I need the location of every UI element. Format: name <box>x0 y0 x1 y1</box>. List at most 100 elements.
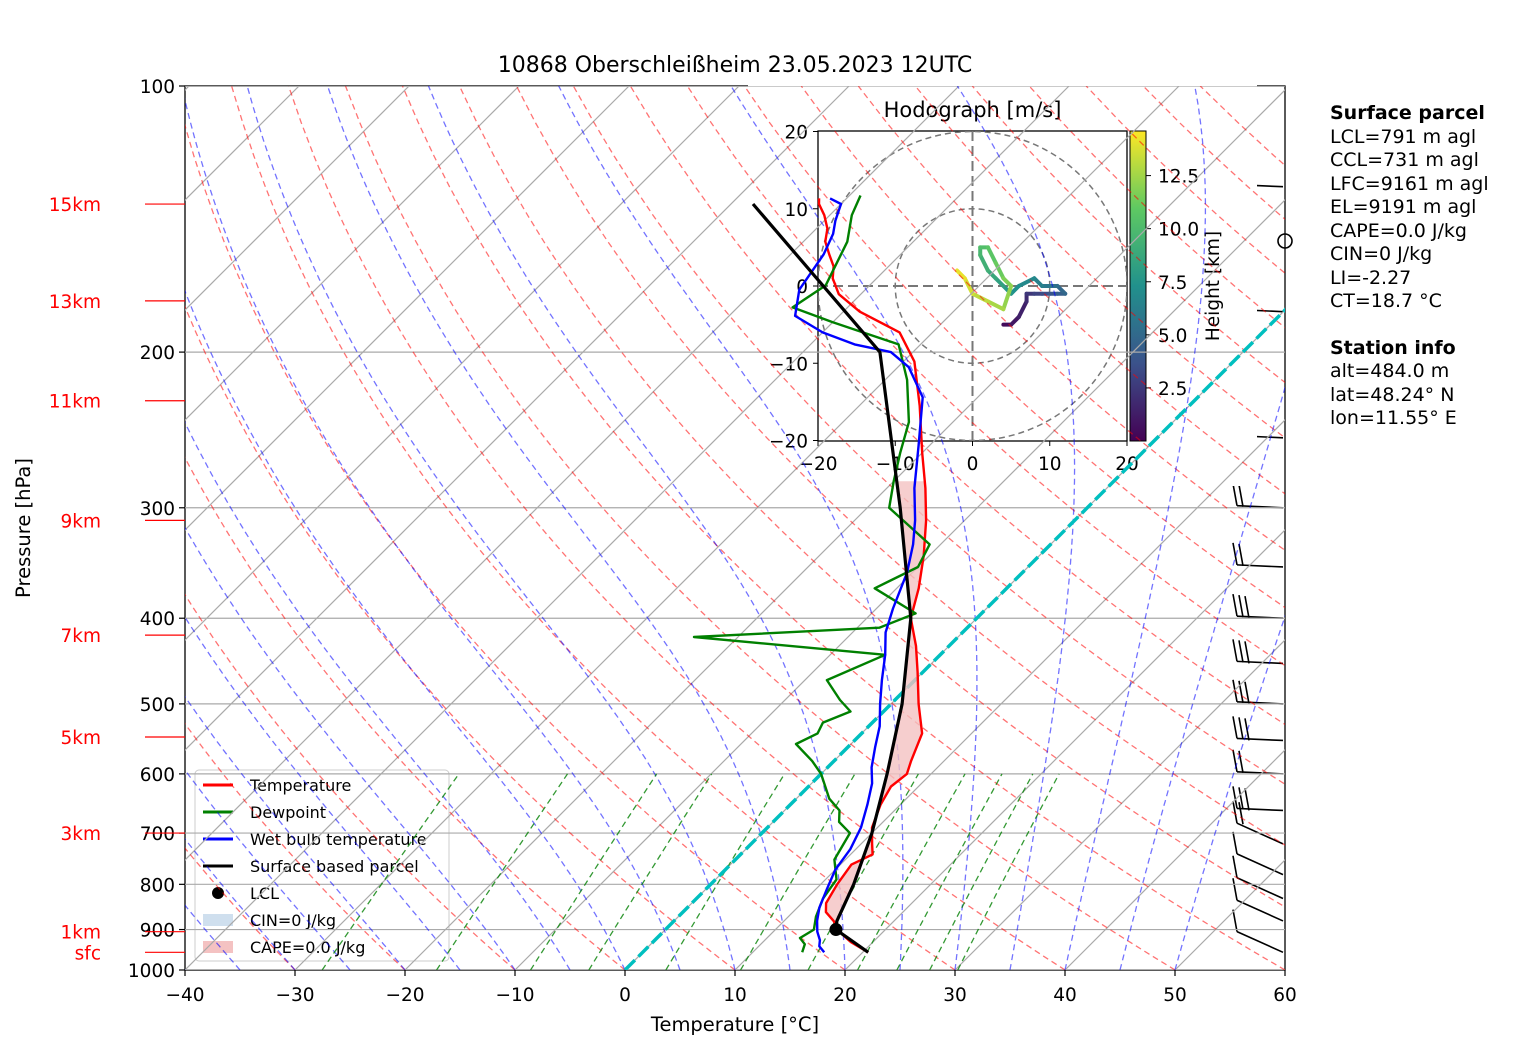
wind-barb-flag <box>1244 641 1250 664</box>
mixing-ratio-line <box>807 773 919 970</box>
wind-barb <box>1236 930 1284 954</box>
moist-adiabat <box>185 421 571 970</box>
dry-adiabat <box>572 86 1285 785</box>
legend-swatch <box>203 914 233 926</box>
y-tick-label: 300 <box>140 499 175 520</box>
wind-barb-flag <box>1238 484 1244 507</box>
x-tick-label: 30 <box>943 985 967 1006</box>
dry-adiabat <box>344 86 1176 970</box>
height-label: 15km <box>49 195 101 216</box>
mixing-ratio-line <box>896 773 1003 970</box>
height-label: 9km <box>60 511 101 532</box>
wind-barb <box>1236 877 1284 900</box>
moist-adiabat <box>185 904 241 970</box>
wind-barb-flag <box>1244 788 1250 811</box>
wind-barb <box>1236 853 1284 876</box>
wind-barb-flag <box>1238 543 1244 567</box>
hodo-y-tick-label: 20 <box>784 123 808 144</box>
surface-parcel-line: EL=9191 m agl <box>1330 196 1477 218</box>
x-tick-label: −10 <box>495 985 534 1006</box>
legend-label: Dewpoint <box>250 803 326 822</box>
cape-area <box>825 481 927 930</box>
wind-barb <box>1236 899 1284 922</box>
hodograph-segment <box>1016 276 1037 288</box>
mixing-ratio-line <box>321 773 460 970</box>
calm-wind-marker <box>1277 233 1293 249</box>
hodograph-segment <box>1016 299 1029 319</box>
height-label: 5km <box>60 728 101 749</box>
isotherm-line <box>1064 749 1285 970</box>
station-info-line: lat=48.24° N <box>1330 383 1455 406</box>
moist-adiabat <box>326 86 791 970</box>
dry-adiabat <box>629 86 1285 726</box>
y-tick-label: 900 <box>140 921 175 942</box>
colorbar-tick-label: 5.0 <box>1158 326 1187 347</box>
x-tick-label: 60 <box>1273 985 1297 1006</box>
y-tick-label: 600 <box>140 765 175 786</box>
series-line-dewpoint <box>692 195 931 953</box>
hodo-y-tick-label: −20 <box>769 432 808 453</box>
moist-adiabat <box>1174 614 1285 970</box>
x-tick-label: −30 <box>275 985 314 1006</box>
mixing-ratio-line <box>740 773 856 970</box>
wind-barb-flag <box>1232 801 1238 824</box>
x-tick-label: −40 <box>165 985 204 1006</box>
x-tick-label: 40 <box>1053 985 1077 1006</box>
wind-barb <box>1236 807 1284 812</box>
moist-adiabat <box>185 97 681 970</box>
wind-barb-flag <box>1238 717 1244 740</box>
legend-swatch <box>212 887 224 899</box>
mixing-ratio-line <box>588 773 713 970</box>
y-tick-label: 200 <box>140 343 175 364</box>
isotherm-line <box>185 86 740 641</box>
hodograph-segment <box>985 299 1006 312</box>
wind-barb-flag <box>1232 594 1238 617</box>
x-tick-label: −20 <box>385 985 424 1006</box>
moist-adiabat <box>185 837 296 970</box>
hodo-x-tick-label: 20 <box>1115 454 1139 475</box>
hodo-x-tick-label: −20 <box>798 454 837 475</box>
height-label: 11km <box>49 392 101 413</box>
hodograph-segment <box>970 291 990 304</box>
height-label: 3km <box>60 824 101 845</box>
mixing-ratio-line <box>530 773 658 970</box>
station-info-heading: Station info <box>1330 336 1456 359</box>
mixing-ratio-line <box>665 773 786 970</box>
y-tick-label: 800 <box>140 875 175 896</box>
surface-parcel-line: LCL=791 m agl <box>1330 125 1477 148</box>
surface-parcel-line: CAPE=0.0 J/kg <box>1330 219 1467 242</box>
colorbar-tick-label: 2.5 <box>1158 379 1187 400</box>
colorbar-tick-label: 12.5 <box>1158 167 1199 188</box>
isotherm-line <box>404 89 1285 970</box>
height-label: 7km <box>60 626 101 647</box>
hodograph-segment <box>978 253 990 273</box>
y-axis-label: Pressure [hPa] <box>12 458 35 598</box>
mixing-ratio-line <box>957 773 1060 970</box>
wind-barb-flag <box>1232 831 1238 855</box>
isotherm-line <box>185 86 630 531</box>
wind-barb <box>1236 564 1284 568</box>
surface-parcel-panel: Surface parcel LCL=791 m agl CCL=731 m a… <box>1330 102 1489 431</box>
dry-adiabat <box>185 593 516 970</box>
dry-adiabat <box>857 86 1285 495</box>
surface-parcel-heading: Surface parcel <box>1330 102 1485 124</box>
station-info-line: lon=11.55° E <box>1330 407 1457 429</box>
hodograph-colorbar <box>1129 130 1147 442</box>
station-info-line: alt=484.0 m <box>1330 360 1450 382</box>
height-label: 1km <box>60 923 101 944</box>
wind-barb-flag <box>1232 909 1238 932</box>
wind-barb-flag <box>1232 855 1238 878</box>
wind-barb-flag <box>1232 878 1238 901</box>
isotherm-line <box>294 86 1180 970</box>
moist-adiabat <box>185 526 516 970</box>
surface-parcel-line: CT=18.7 °C <box>1330 290 1442 312</box>
dry-adiabat <box>401 86 1285 970</box>
dry-adiabat <box>287 86 1066 970</box>
wind-barb-flag <box>1238 802 1244 825</box>
moist-adiabat <box>956 86 1076 970</box>
dry-adiabat <box>800 86 1285 552</box>
dry-adiabat <box>230 86 956 970</box>
colorbar-tick-label: 7.5 <box>1158 273 1187 294</box>
x-tick-label: 0 <box>619 985 631 1006</box>
